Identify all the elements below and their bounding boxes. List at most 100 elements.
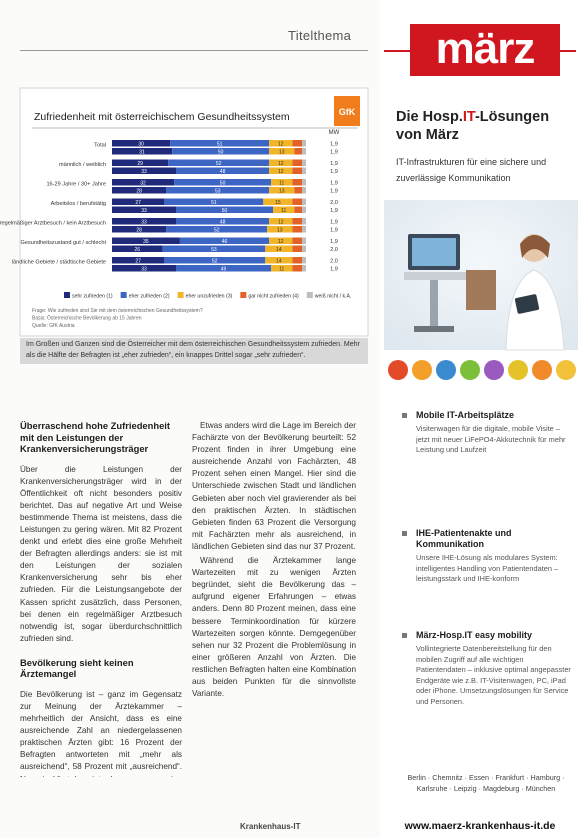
segment-label: 12 <box>278 141 284 147</box>
bar-segment <box>164 198 264 205</box>
mean-label: 1,9 <box>330 161 338 167</box>
bar-segment <box>112 265 177 272</box>
ad-title-part: -Lösungen von März <box>396 109 550 143</box>
segment-label: 14 <box>276 247 282 253</box>
mean-label: 2,0 <box>330 200 338 206</box>
bar-segment <box>176 218 270 225</box>
category-label: Arbeitslos / berufstätig <box>51 201 106 207</box>
bar-segment <box>292 265 303 272</box>
icon <box>460 360 480 380</box>
segment-label: 48 <box>220 219 226 225</box>
bar-segment <box>170 140 270 147</box>
bar-segment <box>302 159 306 166</box>
article-column-left: Überraschend hohe Zufriedenheit mit den … <box>20 420 182 779</box>
segment-label: 33 <box>141 219 147 225</box>
segment-label: 46 <box>222 239 228 245</box>
paragraph: Über die Leistungen der Krankenversicher… <box>20 464 182 643</box>
bullet-dot <box>402 531 407 536</box>
segment-label: 33 <box>141 266 147 272</box>
bar-segment <box>302 206 306 213</box>
bar-segment <box>302 148 306 155</box>
segment-label: 27 <box>135 200 141 206</box>
segment-label: 26 <box>134 247 140 253</box>
segment-label: 29 <box>137 161 143 167</box>
bar-segment <box>269 187 295 194</box>
ad-bullet: März-Hosp.IT easy mobility Vollintegriert… <box>400 630 572 707</box>
bar-segment <box>294 206 303 213</box>
chart-note: Frage: Wie zufrieden sind Sie mit dem ös… <box>32 308 203 314</box>
bar-segment <box>292 179 303 186</box>
bar-segment <box>302 167 306 174</box>
icon <box>412 360 432 380</box>
bar-segment <box>166 187 270 194</box>
bar-segment <box>302 237 306 244</box>
bar-segment <box>112 237 180 244</box>
mean-label: 1,9 <box>330 169 338 175</box>
segment-label: 53 <box>211 247 217 253</box>
bar-segment <box>265 245 293 252</box>
mean-label: 2,0 <box>330 259 338 265</box>
cart-pole <box>430 280 438 328</box>
bar-segment <box>292 257 303 264</box>
bar-segment <box>174 179 272 186</box>
bar-segment <box>112 206 177 213</box>
bar-segment <box>112 257 165 264</box>
section-tag: Titelthema <box>288 28 352 43</box>
caption-bar <box>20 338 368 364</box>
segment-label: 12 <box>278 219 284 225</box>
icon-row <box>388 360 576 380</box>
bar-segment <box>176 167 270 174</box>
ad-cities: Berlin · Chemnitz · Essen · Frankfurt · … <box>407 773 565 793</box>
footer-magazine: Krankenhaus-IT <box>240 822 301 831</box>
segment-label: 12 <box>278 239 284 245</box>
bar-segment <box>176 265 272 272</box>
segment-label: 11 <box>279 266 284 272</box>
segment-label: 12 <box>278 161 284 167</box>
bar-segment <box>112 148 173 155</box>
mean-label: 1,9 <box>330 239 338 245</box>
bar-segment <box>292 226 303 233</box>
icon <box>388 360 408 380</box>
chart-note: Quelle: GfK Austria <box>32 323 75 329</box>
segment-label: 51 <box>217 141 223 147</box>
bullet-text: Vollintegrierte Datenbereitstellung für … <box>416 644 571 706</box>
legend-swatch <box>240 292 247 298</box>
ad-logo: märz <box>410 24 560 76</box>
tablet <box>514 294 540 314</box>
bar-segment <box>112 187 167 194</box>
icon <box>484 360 504 380</box>
brand-label: GfK <box>339 107 356 117</box>
category-label: Total <box>94 143 106 149</box>
article-heading: Überraschend hohe Zufriedenheit mit den … <box>20 420 171 454</box>
bar-segment <box>269 140 293 147</box>
ad-url[interactable]: www.maerz-krankenhaus-it.de <box>404 820 556 832</box>
bar-segment <box>269 159 293 166</box>
bar-segment <box>292 198 303 205</box>
bar-segment <box>302 245 306 252</box>
brand-logo <box>334 96 360 126</box>
article-column-right: Etwas anders wird die Lage im Bereich de… <box>192 420 356 702</box>
mean-label: 1,9 <box>330 181 338 187</box>
legend-swatch <box>120 292 127 298</box>
bullet-heading: Mobile IT-Arbeitsplätze <box>416 410 515 420</box>
screen <box>412 238 456 266</box>
bar-segment <box>302 226 306 233</box>
segment-label: 31 <box>139 149 145 155</box>
category-label: 16-29 Jahre / 30+ Jahre <box>46 182 106 188</box>
bar-segment <box>292 237 303 244</box>
legend-label: eher zufrieden (2) <box>129 294 170 300</box>
bar-segment <box>172 148 270 155</box>
ad-subtitle: IT-Infrastrukturen für eine sichere und … <box>396 157 547 183</box>
bar-segment <box>292 245 303 252</box>
segment-label: 33 <box>141 208 147 214</box>
legend-swatch <box>306 292 313 298</box>
ad-title: Die Hosp.IT-Lösungen von März <box>396 108 576 144</box>
bar-segment <box>302 265 306 272</box>
desk <box>404 272 466 280</box>
bar-segment <box>112 198 165 205</box>
segment-label: 32 <box>140 180 146 186</box>
segment-label: 30 <box>138 141 144 147</box>
category-label: regelmäßiger Arztbesuch / kein Arztbesuc… <box>0 221 106 227</box>
ad-title-highlight: IT <box>462 109 475 125</box>
bar-segment <box>267 226 293 233</box>
